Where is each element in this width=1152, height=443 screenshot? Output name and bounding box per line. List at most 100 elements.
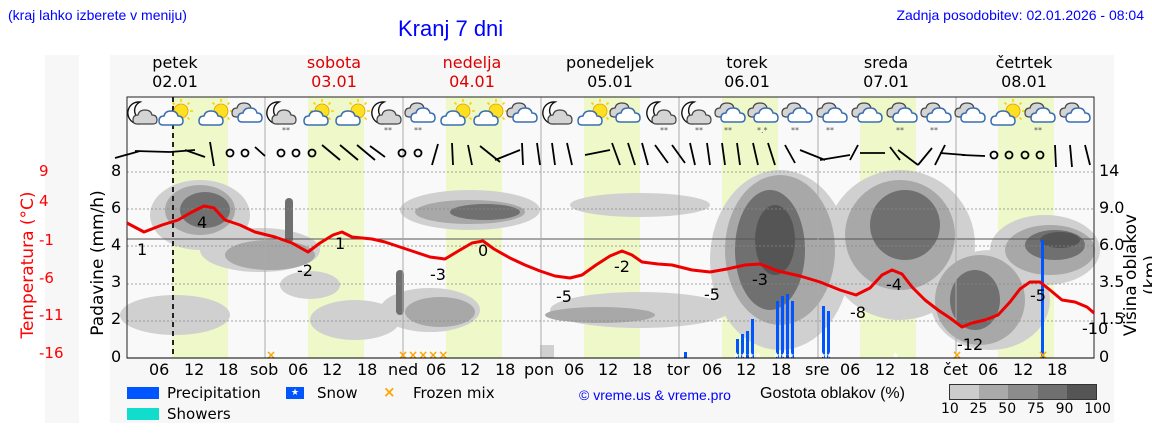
- cloud-axis-ticks: 14 9.0 6.0 3.5 1.5 0: [1099, 163, 1124, 365]
- temp-tick: -1: [39, 231, 54, 249]
- x-tick: sob: [250, 360, 279, 379]
- x-tick: 12: [875, 360, 896, 379]
- x-tick: 18: [495, 360, 516, 379]
- svg-text:4: 4: [197, 213, 207, 232]
- x-tick: 06: [564, 360, 585, 379]
- precip-tick: 0: [111, 347, 122, 366]
- day-header: sreda 07.01: [863, 53, 909, 91]
- svg-text:-8: -8: [850, 303, 866, 322]
- x-tick: 06: [840, 360, 861, 379]
- svg-text:×: ×: [952, 348, 962, 362]
- svg-text:**: **: [896, 126, 904, 135]
- svg-text:0: 0: [478, 241, 488, 260]
- cloud-density-scale: [949, 384, 1097, 400]
- x-tick: 18: [1047, 360, 1068, 379]
- x-tick: 12: [736, 360, 757, 379]
- svg-text:-5: -5: [1030, 286, 1046, 305]
- cloud-density-map: [120, 170, 1100, 358]
- svg-text:-3: -3: [430, 265, 446, 284]
- credit-link[interactable]: © vreme.us & vreme.pro: [579, 387, 731, 403]
- precip-tick: 4: [111, 235, 122, 254]
- x-tick: 06: [288, 360, 309, 379]
- temp-axis-panel: [45, 55, 79, 423]
- grid-lines: [127, 171, 1094, 322]
- x-tick: 12: [1013, 360, 1034, 379]
- temp-tick: 9: [39, 162, 49, 180]
- snow-icon: ★: [286, 387, 304, 399]
- x-tick: 06: [149, 360, 170, 379]
- svg-text:**: **: [791, 126, 799, 135]
- precipitation-bars: [684, 240, 1044, 358]
- snow-markers: ★★★★ ★★★★ ★★ ★: [733, 351, 899, 360]
- x-tick: čet: [943, 360, 968, 379]
- svg-text:**: **: [930, 126, 938, 135]
- temp-tick: -11: [39, 306, 64, 324]
- svg-text:×: ×: [1038, 348, 1048, 362]
- x-tick: 12: [184, 360, 205, 379]
- svg-text:-5: -5: [556, 287, 572, 306]
- svg-text:★★: ★★: [819, 351, 833, 360]
- precip-tick: 8: [111, 161, 122, 180]
- cloud-tick: 0: [1099, 347, 1110, 366]
- svg-text:★: ★: [892, 351, 899, 360]
- svg-text:-3: -3: [752, 270, 768, 289]
- wind-barbs-row: [114, 141, 1091, 168]
- x-tick: 06: [702, 360, 723, 379]
- cloud-density-ticks: 10 25 50 75 90 100: [941, 401, 1111, 417]
- x-tick: tor: [667, 360, 690, 379]
- temp-tick: -16: [39, 344, 64, 362]
- day-header: četrtek 08.01: [995, 53, 1053, 91]
- x-tick: 18: [771, 360, 792, 379]
- day-header: petek 02.01: [152, 53, 198, 91]
- svg-text:1: 1: [335, 234, 345, 253]
- svg-text:-2: -2: [297, 261, 313, 280]
- temperature-line: [126, 204, 1095, 329]
- cloud-tick: 1.5: [1099, 309, 1125, 328]
- cloud-density-label: Gostota oblakov (%): [760, 385, 905, 402]
- svg-text:★★★★: ★★★★: [733, 351, 762, 360]
- last-update: Zadnja posodobitev: 02.01.2026 - 08:04: [896, 7, 1144, 23]
- precip-tick: 2: [111, 309, 122, 328]
- temperature-labels: 1 4 -2 1 -3 0 -5 -2 -5 -3 -8 -4 -12 -5 -…: [137, 213, 1108, 354]
- temp-axis-ticks: 9 4 -1 -6 -11 -16: [39, 164, 64, 361]
- temp-tick: -6: [39, 269, 54, 287]
- svg-text:**: **: [660, 126, 668, 135]
- day-dividers: [264, 97, 957, 358]
- svg-text:-5: -5: [704, 285, 720, 304]
- svg-text:-4: -4: [886, 275, 902, 294]
- svg-text:**: **: [384, 126, 392, 135]
- x-tick: 06: [426, 360, 447, 379]
- precip-axis-ticks: 8 6 4 3 2 0: [111, 163, 121, 365]
- svg-text:**: **: [724, 126, 732, 135]
- x-tick: 12: [460, 360, 481, 379]
- day-headers: petek 02.01 sobota 03.01 nedelja 04.01 pone…: [127, 53, 1094, 95]
- showers-swatch: [127, 408, 159, 420]
- precip-tick: 6: [111, 198, 122, 217]
- legend-showers: Showers: [167, 405, 231, 423]
- x-tick: 18: [632, 360, 653, 379]
- x-tick: 12: [598, 360, 619, 379]
- x-tick: 18: [909, 360, 930, 379]
- cloud-tick: 6.0: [1099, 235, 1125, 254]
- day-header: sobota 03.01: [306, 53, 362, 91]
- precipitation-swatch: [127, 387, 159, 399]
- precip-tick: 3: [111, 272, 122, 291]
- x-tick: sre: [805, 360, 830, 379]
- cloud-tick: 3.5: [1099, 272, 1125, 291]
- svg-text:**: **: [414, 126, 422, 135]
- page-title: Kranj 7 dni: [398, 16, 504, 41]
- region-hint-link[interactable]: (kraj lahko izberete v meniju): [8, 7, 187, 23]
- legend-frozen-mix: Frozen mix: [413, 384, 495, 402]
- temp-tick: 4: [39, 192, 49, 210]
- svg-text:-12: -12: [957, 335, 983, 354]
- legend: Precipitation ★ Snow × Frozen mix Shower…: [127, 383, 1127, 424]
- svg-text:-2: -2: [614, 257, 630, 276]
- cloud-tick: 9.0: [1099, 198, 1125, 217]
- legend-snow: Snow: [317, 384, 358, 402]
- x-tick: 06: [978, 360, 999, 379]
- svg-text:-10: -10: [1082, 319, 1108, 338]
- cloud-tick: 14: [1099, 161, 1120, 180]
- x-tick: ned: [388, 360, 419, 379]
- svg-text:*.*: *.*: [757, 126, 768, 135]
